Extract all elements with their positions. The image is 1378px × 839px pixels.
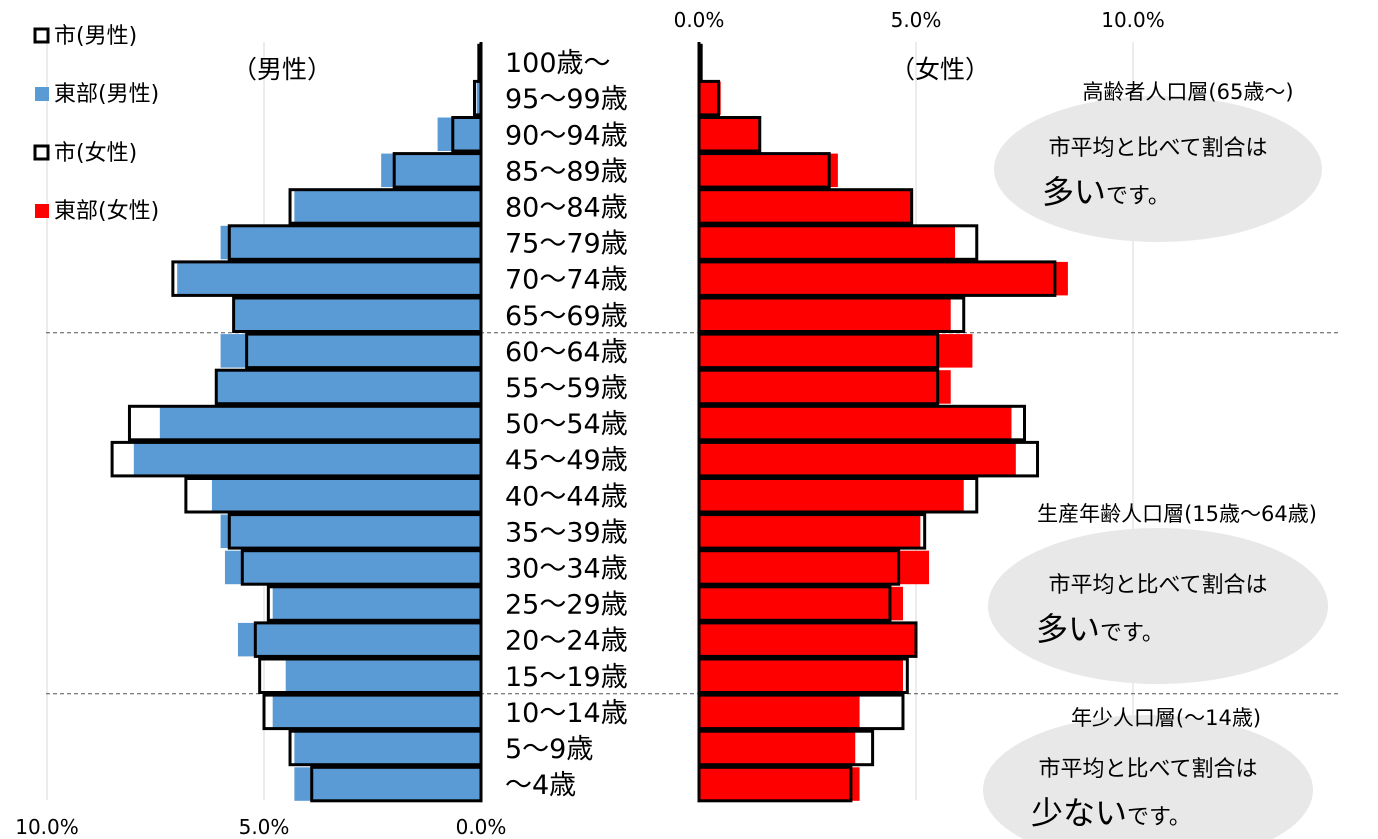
annotation-line: 市平均と比べて割合は xyxy=(1048,136,1267,161)
female-x-tick-label: 0.0% xyxy=(674,8,725,32)
bar-east-female xyxy=(699,406,1012,440)
age-category-label: 5～9歳 xyxy=(505,734,593,765)
bar-east-male xyxy=(216,370,481,404)
annotation-line: 市平均と比べて割合は xyxy=(1038,757,1257,782)
bar-east-female xyxy=(699,550,930,585)
bar-east-female xyxy=(699,731,856,765)
bar-east-male xyxy=(381,153,481,188)
age-category-label: 95～99歳 xyxy=(505,84,628,115)
legend-label-city_male: 市(男性) xyxy=(54,24,137,49)
age-category-label: 55～59歳 xyxy=(505,373,628,404)
age-category-label: 100歳～ xyxy=(505,48,611,79)
bar-east-male xyxy=(294,767,481,801)
bar-east-female xyxy=(699,189,912,224)
age-category-label: 10～14歳 xyxy=(505,698,628,729)
male-x-tick-label: 5.0% xyxy=(239,815,290,839)
age-category-label: ～4歳 xyxy=(505,770,576,801)
age-category-label: 20～24歳 xyxy=(505,626,628,657)
annotation-line: 市平均と比べて割合は xyxy=(1048,573,1267,598)
annotation-title: 高齢者人口層(65歳～) xyxy=(1082,80,1293,104)
bar-east-female xyxy=(699,695,860,729)
bar-east-female xyxy=(699,442,1016,476)
bar-east-female xyxy=(699,261,1068,296)
age-category-label: 90～94歳 xyxy=(505,120,628,151)
bar-east-male xyxy=(437,117,481,151)
age-category-label: 75～79歳 xyxy=(505,229,628,260)
legend-swatch-east_female xyxy=(35,204,49,218)
age-category-label: 40～44歳 xyxy=(505,481,628,512)
bar-east-female xyxy=(699,225,956,260)
age-category-label: 85～89歳 xyxy=(505,156,628,187)
female-side-label: （女性） xyxy=(890,55,990,84)
bar-east-female xyxy=(699,117,760,151)
age-category-label: 60～64歳 xyxy=(505,337,628,368)
bar-east-female xyxy=(699,767,860,801)
age-category-label: 70～74歳 xyxy=(505,265,628,296)
bar-east-male xyxy=(220,334,481,368)
bar-east-male xyxy=(285,659,481,693)
bar-east-male xyxy=(220,225,481,260)
bar-east-male xyxy=(294,731,481,765)
bar-east-female xyxy=(699,622,916,657)
age-category-label: 35～39歳 xyxy=(505,517,628,548)
age-category-label: 80～84歳 xyxy=(505,192,628,223)
legend-label-east_male: 東部(男性) xyxy=(54,82,159,107)
bar-east-male xyxy=(294,189,481,224)
age-category-label: 25～29歳 xyxy=(505,590,628,621)
bar-east-male xyxy=(177,261,481,296)
age-category-label: 45～49歳 xyxy=(505,445,628,476)
bar-east-female xyxy=(699,478,964,512)
legend-swatch-city_female xyxy=(33,144,50,161)
legend-label-city_female: 市(女性) xyxy=(54,141,137,166)
annotation-title: 年少人口層(～14歳) xyxy=(1071,706,1261,730)
annotation-emphasis: 多いです。 xyxy=(1036,610,1164,648)
male-x-tick-label: 10.0% xyxy=(15,815,79,839)
bar-east-female xyxy=(699,334,973,368)
male-side-label: （男性） xyxy=(232,55,332,84)
annotation-emphasis: 多いです。 xyxy=(1042,173,1170,211)
annotation-emphasis: 少ないです。 xyxy=(1031,794,1191,832)
bar-east-female xyxy=(699,370,951,404)
age-category-label: 65～69歳 xyxy=(505,301,628,332)
female-x-tick-label: 10.0% xyxy=(1101,8,1165,32)
bar-east-male xyxy=(272,586,481,621)
bar-east-female xyxy=(699,298,951,332)
bar-east-male xyxy=(211,478,482,512)
bar-east-male xyxy=(476,81,481,115)
bar-east-female xyxy=(699,153,838,188)
bar-east-male xyxy=(224,550,481,585)
bar-east-female xyxy=(699,81,721,115)
age-category-label: 50～54歳 xyxy=(505,409,628,440)
bar-east-male xyxy=(237,622,481,657)
bar-east-female xyxy=(699,586,903,621)
annotation-bubble xyxy=(983,715,1313,839)
bar-east-female xyxy=(699,659,903,693)
bar-east-female xyxy=(699,514,921,549)
bar-east-male xyxy=(159,406,481,440)
annotation-title: 生産年齢人口層(15歳～64歳) xyxy=(1037,502,1317,526)
legend-swatch-city_male xyxy=(33,27,50,44)
female-x-tick-label: 5.0% xyxy=(891,8,942,32)
annotation-bubble xyxy=(994,96,1322,242)
age-category-label: 15～19歳 xyxy=(505,662,628,693)
legend-swatch-east_male xyxy=(35,87,49,101)
bar-east-male xyxy=(233,298,481,332)
age-category-label: 30～34歳 xyxy=(505,553,628,584)
bar-east-male xyxy=(220,514,481,549)
bar-east-male xyxy=(133,442,482,476)
legend-label-east_female: 東部(女性) xyxy=(54,199,159,224)
bar-east-male xyxy=(272,695,481,729)
annotation-bubble xyxy=(988,528,1328,684)
male-x-tick-label: 0.0% xyxy=(456,815,507,839)
